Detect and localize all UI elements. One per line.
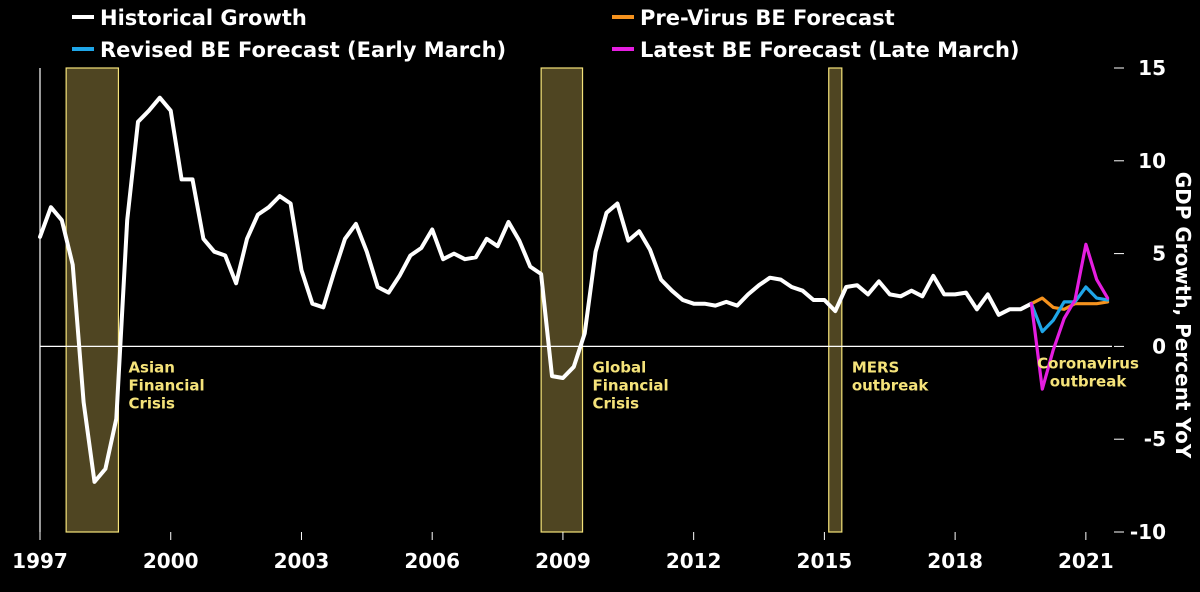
series-line-revised	[1029, 285, 1110, 334]
x-tick-label: 1997	[12, 549, 68, 573]
annotation-line: Global	[593, 358, 647, 376]
shaded-period-2	[540, 67, 584, 533]
annotation-line: MERS	[852, 358, 900, 376]
y-axis-ticks: 15 10 5 0 -5 -10	[1114, 56, 1166, 544]
annotation-line: outbreak	[852, 376, 930, 394]
x-tick-label: 2015	[797, 549, 853, 573]
y-tick-label: -5	[1144, 427, 1166, 451]
x-tick-label: 2012	[666, 549, 722, 573]
shaded-period-label: Asian Financial Crisis	[128, 358, 204, 412]
annotation-line: Financial	[128, 376, 204, 394]
series-line-latest	[1029, 242, 1110, 391]
y-tick-label: 15	[1138, 56, 1166, 80]
x-tick-label: 2003	[274, 549, 330, 573]
x-tick-label: 2000	[143, 549, 199, 573]
shaded-period-label: MERS outbreak	[852, 358, 930, 394]
annotation-line: Crisis	[128, 394, 175, 412]
annotation-line: Asian	[128, 358, 174, 376]
shaded-period-label: Global Financial Crisis	[593, 358, 669, 412]
y-axis-label: GDP Growth, Percent YoY	[1171, 172, 1195, 459]
x-tick-label: 2021	[1058, 549, 1114, 573]
series-lines	[38, 95, 1110, 484]
legend-label: Historical Growth	[100, 6, 307, 30]
legend-label: Pre-Virus BE Forecast	[640, 6, 895, 30]
x-tick-label: 2009	[535, 549, 591, 573]
x-tick-label: 2018	[927, 549, 983, 573]
legend-label: Latest BE Forecast (Late March)	[640, 38, 1020, 62]
y-tick-label: 5	[1152, 242, 1166, 266]
annotation-line: Coronavirus	[1037, 355, 1139, 373]
x-tick-label: 2006	[404, 549, 460, 573]
annotation-line: outbreak	[1050, 373, 1128, 391]
y-tick-label: 10	[1138, 149, 1166, 173]
legend-label: Revised BE Forecast (Early March)	[100, 38, 506, 62]
annotation-line: Financial	[593, 376, 669, 394]
shaded-periods	[65, 67, 843, 533]
legend: Historical Growth Pre-Virus BE Forecast Re…	[72, 6, 1020, 62]
y-tick-label: 0	[1152, 334, 1166, 358]
annotation-line: Crisis	[593, 394, 640, 412]
x-axis-ticks: 1997 2000 2003 2006 2009 2012 2015 2018 2021	[12, 532, 1114, 573]
y-tick-label: -10	[1130, 520, 1166, 544]
grid-lines	[39, 68, 1112, 532]
series-line-historical	[38, 95, 1034, 484]
annotation-label: Coronavirus outbreak	[1037, 355, 1139, 391]
